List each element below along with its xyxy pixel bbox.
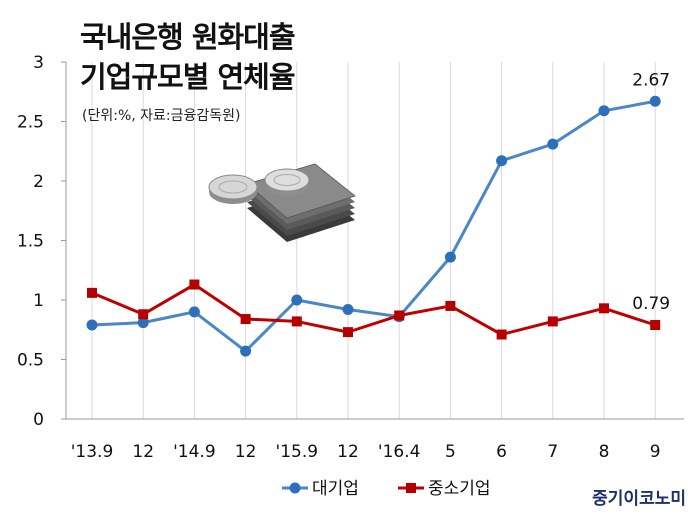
data-point-1 — [188, 306, 200, 318]
data-point-2 — [87, 287, 97, 298]
legend-marker — [289, 482, 301, 494]
x-tick-label: 8 — [599, 442, 610, 462]
chart-subtitle: (단위:%, 자료:금융감독원) — [82, 108, 241, 124]
series — [86, 95, 661, 357]
y-tick-label: 0.5 — [17, 351, 44, 371]
data-point-2 — [240, 314, 251, 325]
chart-title-line1: 국내은행 원화대출 — [80, 20, 296, 54]
y-tick-label: 0 — [33, 410, 44, 430]
x-tick-label: 6 — [496, 442, 507, 462]
x-tick-label: 7 — [547, 442, 558, 462]
legend-label: 대기업 — [312, 479, 359, 499]
x-tick-label: '13.9 — [71, 442, 114, 462]
x-tick-label: '14.9 — [173, 442, 216, 462]
legend-marker — [406, 483, 416, 493]
x-tick-label: 12 — [235, 442, 257, 462]
money-illustration — [208, 163, 356, 242]
x-tick-label: '15.9 — [276, 442, 319, 462]
data-point-1 — [86, 319, 98, 331]
x-tick-label: 12 — [337, 442, 359, 462]
data-label: 2.67 — [632, 70, 670, 90]
data-point-2 — [189, 279, 200, 290]
coin-right — [264, 168, 310, 196]
source-logo: 중기이코노미 — [592, 489, 686, 509]
data-point-1 — [240, 345, 252, 357]
data-point-2 — [547, 316, 558, 327]
data-label: 0.79 — [632, 294, 670, 314]
x-tick-label: 5 — [445, 442, 456, 462]
data-point-2 — [599, 303, 609, 314]
y-tick-label: 2 — [33, 172, 44, 192]
data-point-2 — [138, 309, 149, 320]
y-tick-label: 3 — [33, 53, 44, 73]
y-tick-label: 1 — [33, 291, 44, 311]
data-point-2 — [496, 329, 507, 340]
data-point-2 — [445, 300, 456, 311]
data-point-1 — [342, 304, 354, 316]
legend: 대기업 중소기업 — [282, 479, 491, 499]
legend-label: 중소기업 — [428, 479, 491, 499]
chart-title-line2: 기업규모별 연체율 — [80, 60, 296, 94]
data-point-1 — [598, 105, 610, 117]
grid-lines — [91, 62, 656, 419]
y-tick-label: 2.5 — [17, 113, 44, 133]
data-labels: 2.67 0.79 — [632, 70, 670, 314]
data-point-1 — [649, 95, 661, 107]
data-point-2 — [291, 316, 302, 327]
x-tick-label: 9 — [650, 442, 661, 462]
x-tick-label: '16.4 — [378, 442, 421, 462]
data-point-1 — [496, 155, 508, 167]
data-point-2 — [343, 327, 353, 338]
data-point-1 — [291, 294, 303, 306]
y-tick-label: 1.5 — [17, 232, 44, 252]
x-tick-label: 12 — [132, 442, 154, 462]
coin-left — [208, 174, 258, 204]
axes: 0 0.5 1 1.5 2 2.5 3 '13.9 12 '14.9 12 '15.9 12 '16.4 5… — [17, 53, 684, 462]
series-line-2 — [91, 283, 656, 337]
series-line-1 — [91, 99, 656, 353]
data-point-2 — [650, 319, 661, 330]
data-point-2 — [394, 310, 405, 321]
data-point-1 — [137, 317, 149, 329]
data-point-1 — [444, 251, 456, 263]
data-point-1 — [547, 138, 559, 150]
